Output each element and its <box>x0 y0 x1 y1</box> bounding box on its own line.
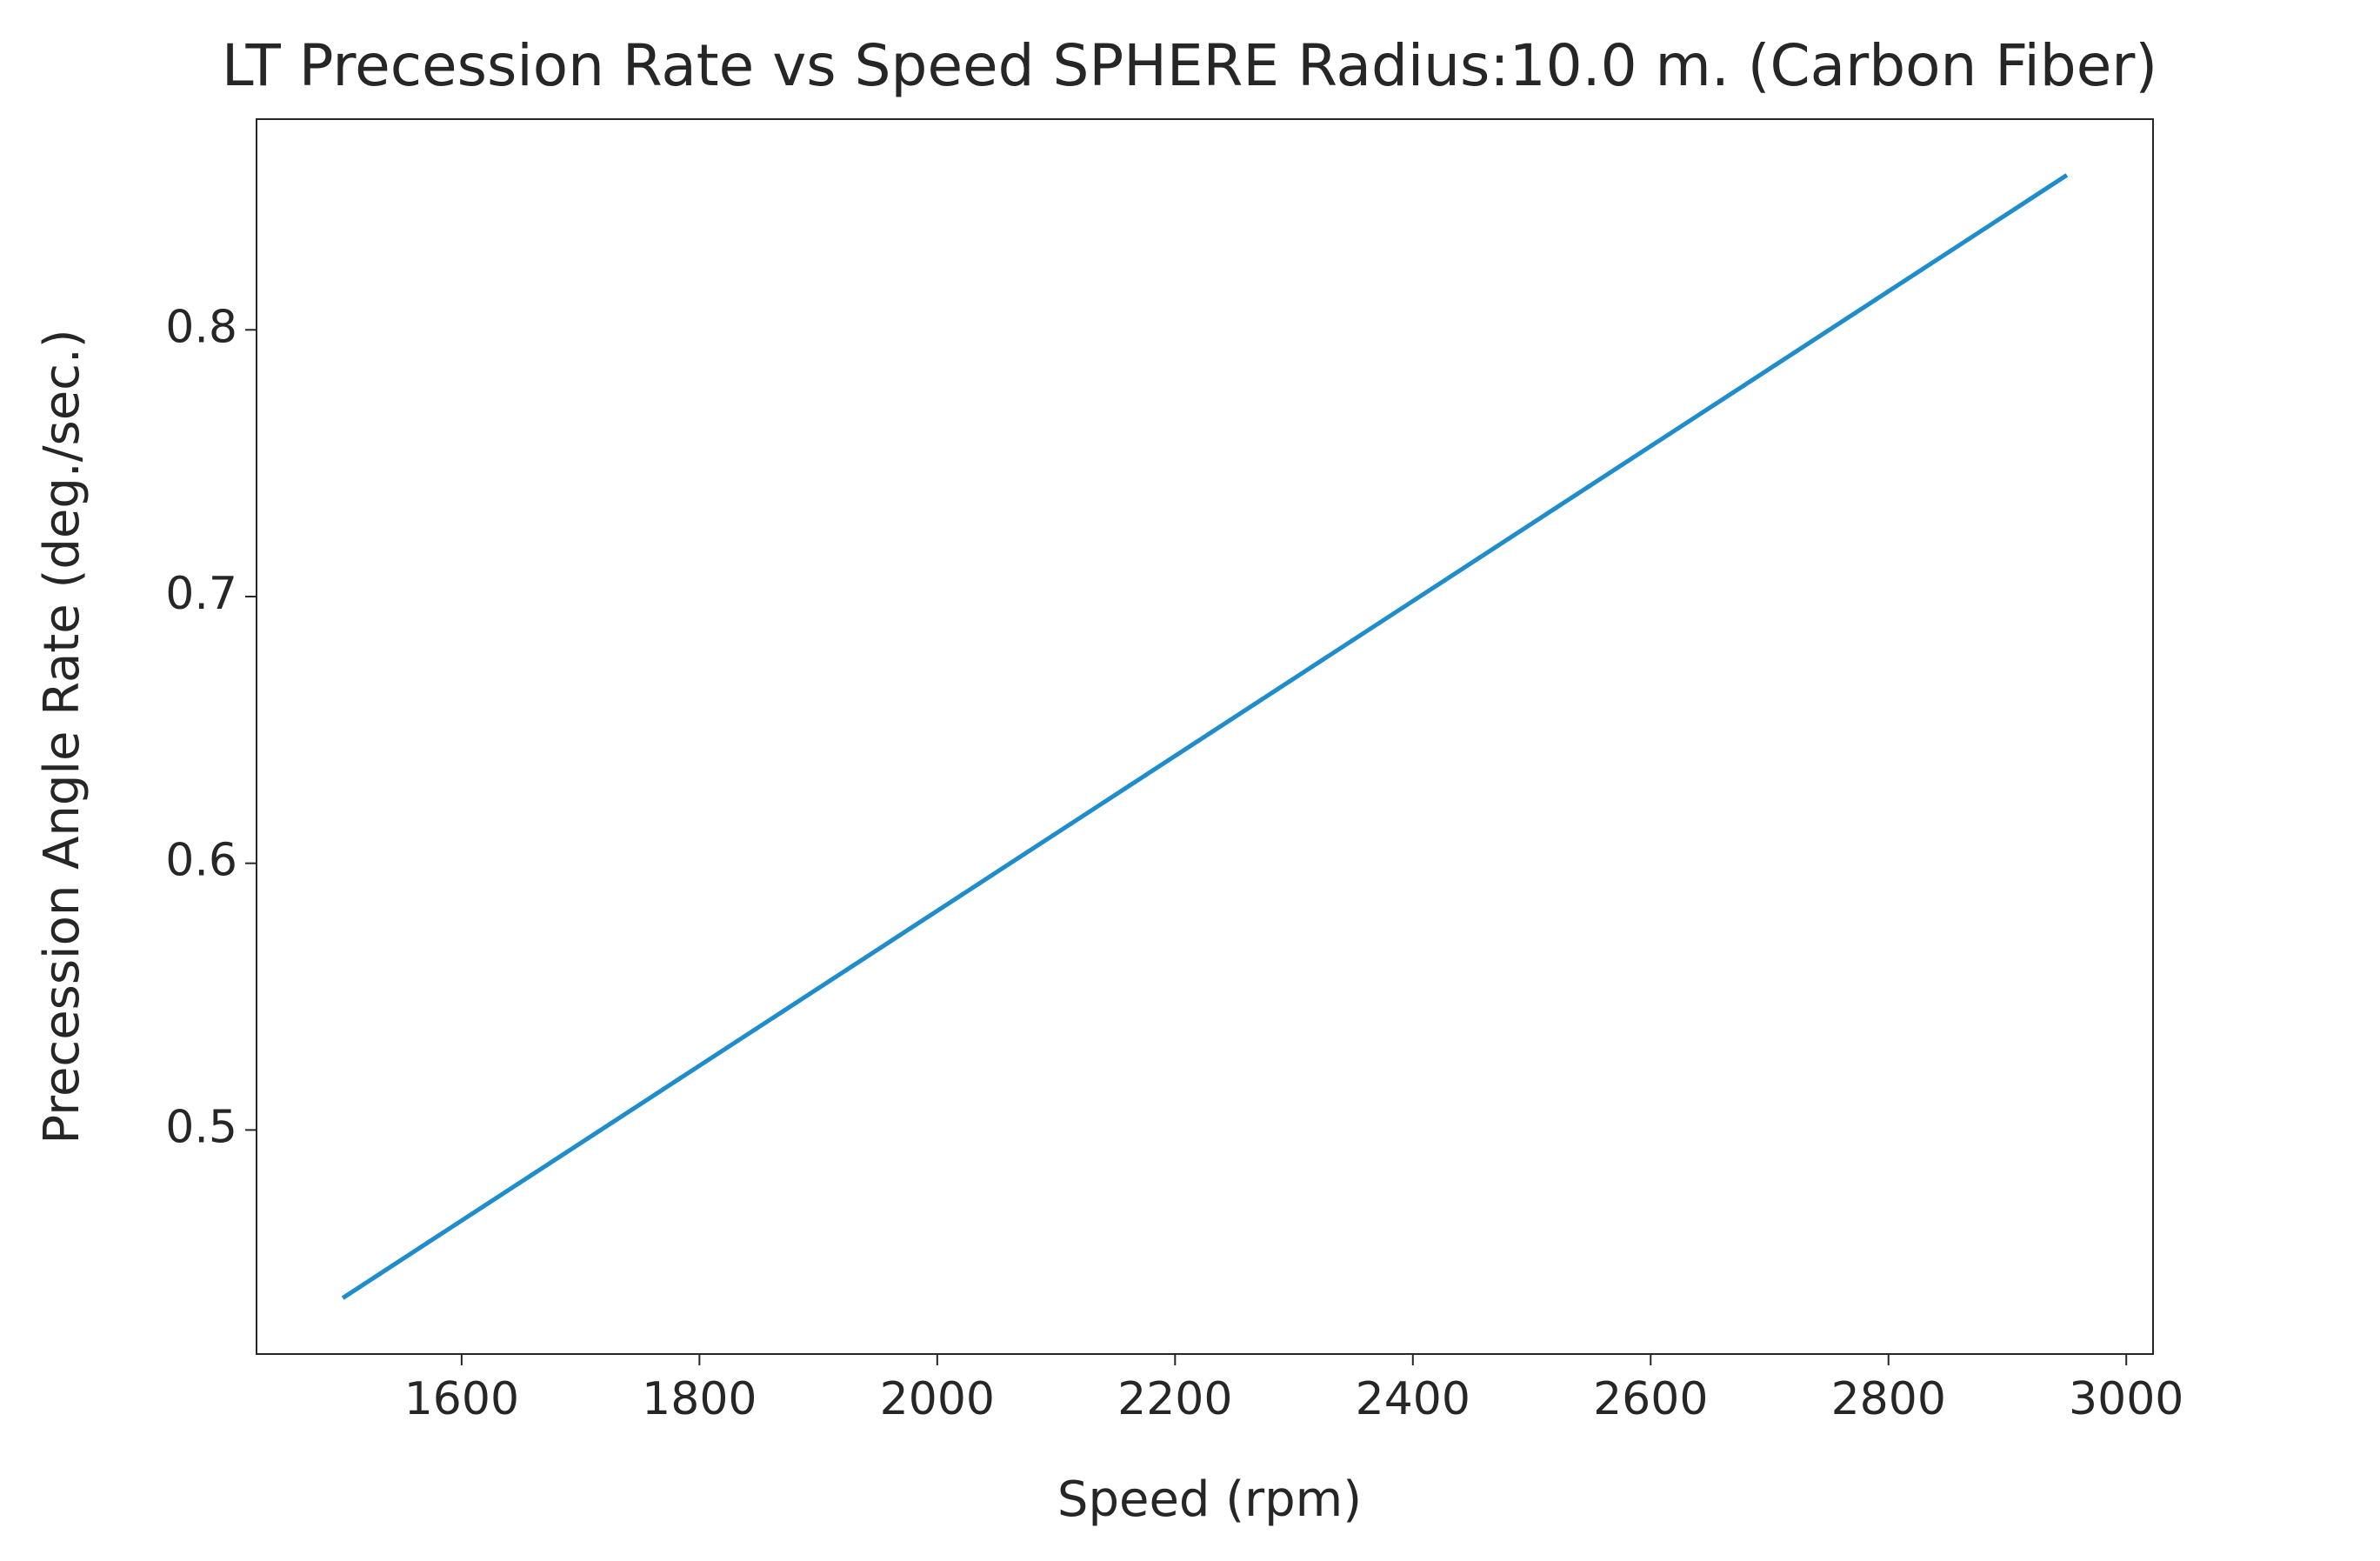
x-axis-label: Speed (rpm) <box>1057 1471 1362 1528</box>
x-tick-label: 2800 <box>1831 1373 1946 1425</box>
plot-frame <box>256 118 2154 1355</box>
chart-title: LT Precession Rate vs Speed SPHERE Radiu… <box>222 32 2157 99</box>
y-tick-label: 0.5 <box>165 1101 237 1153</box>
x-tick-label: 1600 <box>404 1373 519 1425</box>
y-axis-label: Precession Angle Rate (deg./sec.) <box>34 329 90 1144</box>
y-tick-label: 0.8 <box>165 301 237 353</box>
y-tick-label: 0.7 <box>165 568 237 620</box>
y-tick-label: 0.6 <box>165 835 237 887</box>
x-tick-label: 2600 <box>1593 1373 1708 1425</box>
data-line <box>341 173 2069 1300</box>
x-tick-label: 1800 <box>642 1373 757 1425</box>
x-tick-label: 2000 <box>880 1373 995 1425</box>
x-tick-label: 2200 <box>1117 1373 1232 1425</box>
x-tick-label: 3000 <box>2069 1373 2183 1425</box>
x-tick-label: 2400 <box>1356 1373 1470 1425</box>
